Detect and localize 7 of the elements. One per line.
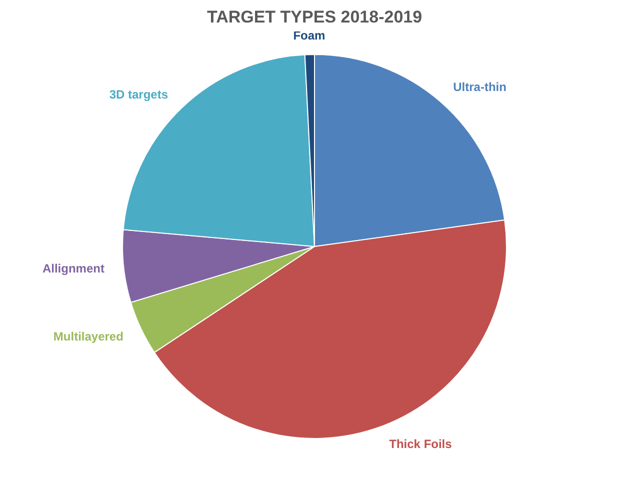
slice-label: Foam xyxy=(293,28,326,42)
slice-label: Ultra-thin xyxy=(453,80,506,94)
slice-label: 3D targets xyxy=(109,87,168,102)
chart-title: TARGET TYPES 2018-2019 xyxy=(206,8,422,26)
slice-label: Thick Foils xyxy=(389,437,452,452)
slice-label: Allignment xyxy=(42,261,104,276)
slice-label: Multilayered xyxy=(53,329,124,344)
